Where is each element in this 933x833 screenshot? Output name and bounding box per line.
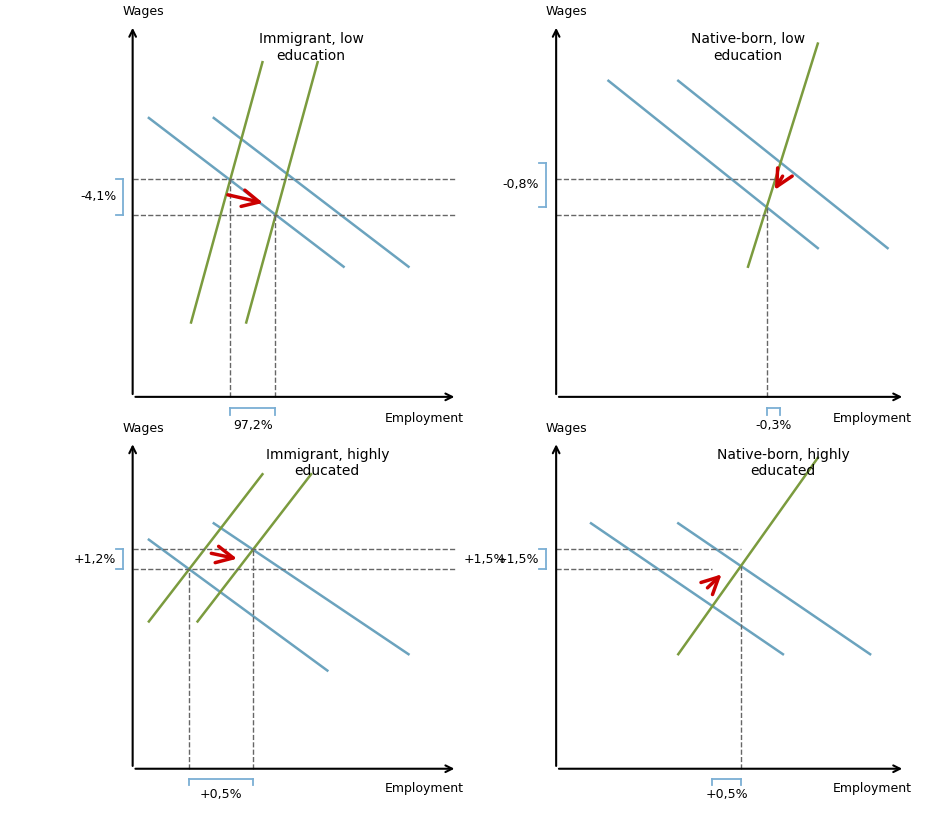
- Text: Native-born, highly
educated: Native-born, highly educated: [717, 448, 849, 478]
- Text: Employment: Employment: [384, 782, 464, 795]
- Text: Native-born, low
education: Native-born, low education: [691, 32, 805, 62]
- Text: +1,5%: +1,5%: [464, 553, 507, 566]
- Text: Wages: Wages: [546, 422, 587, 435]
- Text: Immigrant, highly
educated: Immigrant, highly educated: [266, 448, 389, 478]
- Text: -0,8%: -0,8%: [502, 178, 538, 192]
- Text: Employment: Employment: [833, 782, 912, 795]
- Text: +1,5%: +1,5%: [496, 553, 538, 566]
- Text: +0,5%: +0,5%: [705, 788, 748, 801]
- Text: -4,1%: -4,1%: [80, 191, 117, 203]
- Text: +1,2%: +1,2%: [74, 553, 117, 566]
- Text: -0,3%: -0,3%: [756, 419, 792, 432]
- Text: Employment: Employment: [833, 412, 912, 425]
- Text: Wages: Wages: [123, 422, 164, 435]
- Text: Employment: Employment: [384, 412, 464, 425]
- Text: Immigrant, low
education: Immigrant, low education: [258, 32, 364, 62]
- Text: Wages: Wages: [546, 4, 587, 17]
- Text: +0,5%: +0,5%: [200, 788, 243, 801]
- Text: 97,2%: 97,2%: [233, 419, 272, 432]
- Text: Wages: Wages: [123, 4, 164, 17]
